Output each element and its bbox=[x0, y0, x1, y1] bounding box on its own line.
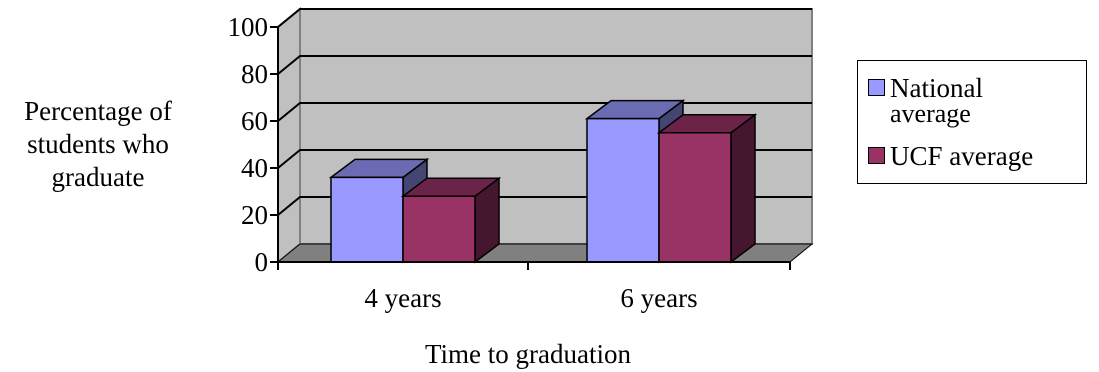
x-tick-label: 6 years bbox=[620, 283, 697, 313]
legend: National average UCF average bbox=[857, 60, 1087, 184]
y-tick-label: 60 bbox=[241, 106, 268, 136]
y-axis-title-line-2: students who bbox=[27, 129, 169, 159]
x-tick-label: 4 years bbox=[364, 283, 441, 313]
plot-side-wall bbox=[277, 6, 301, 265]
gridline bbox=[277, 8, 812, 28]
legend-label-national-1: National bbox=[890, 73, 983, 103]
bar-front bbox=[330, 176, 404, 263]
y-axis-title-line-1: Percentage of bbox=[24, 96, 172, 126]
legend-swatch-national bbox=[868, 79, 885, 96]
legend-swatch-ucf bbox=[868, 147, 885, 164]
legend-label-national-2: average bbox=[890, 99, 971, 128]
y-tick-label: 100 bbox=[228, 12, 269, 42]
axes bbox=[277, 27, 791, 270]
bar-front bbox=[658, 132, 732, 263]
gridline bbox=[277, 55, 812, 75]
bar-side bbox=[730, 113, 756, 264]
legend-label-ucf: UCF average bbox=[890, 141, 1034, 171]
bar-front bbox=[586, 117, 660, 263]
x-axis-title: Time to graduation bbox=[425, 339, 631, 369]
tick-labels: 0 20 40 60 80 100 4 years 6 years bbox=[228, 12, 698, 313]
bar-ucf-4-years bbox=[400, 176, 502, 264]
bar-front bbox=[402, 195, 476, 263]
y-axis-title: Percentage of students who graduate bbox=[0, 95, 196, 194]
bar-ucf-6-years bbox=[656, 113, 758, 264]
y-tick-label: 0 bbox=[255, 247, 269, 277]
y-axis-title-line-3: graduate bbox=[51, 162, 145, 192]
y-tick-label: 80 bbox=[241, 59, 268, 89]
y-tick-label: 40 bbox=[241, 153, 268, 183]
bars bbox=[328, 99, 758, 264]
y-tick-label: 20 bbox=[241, 200, 268, 230]
